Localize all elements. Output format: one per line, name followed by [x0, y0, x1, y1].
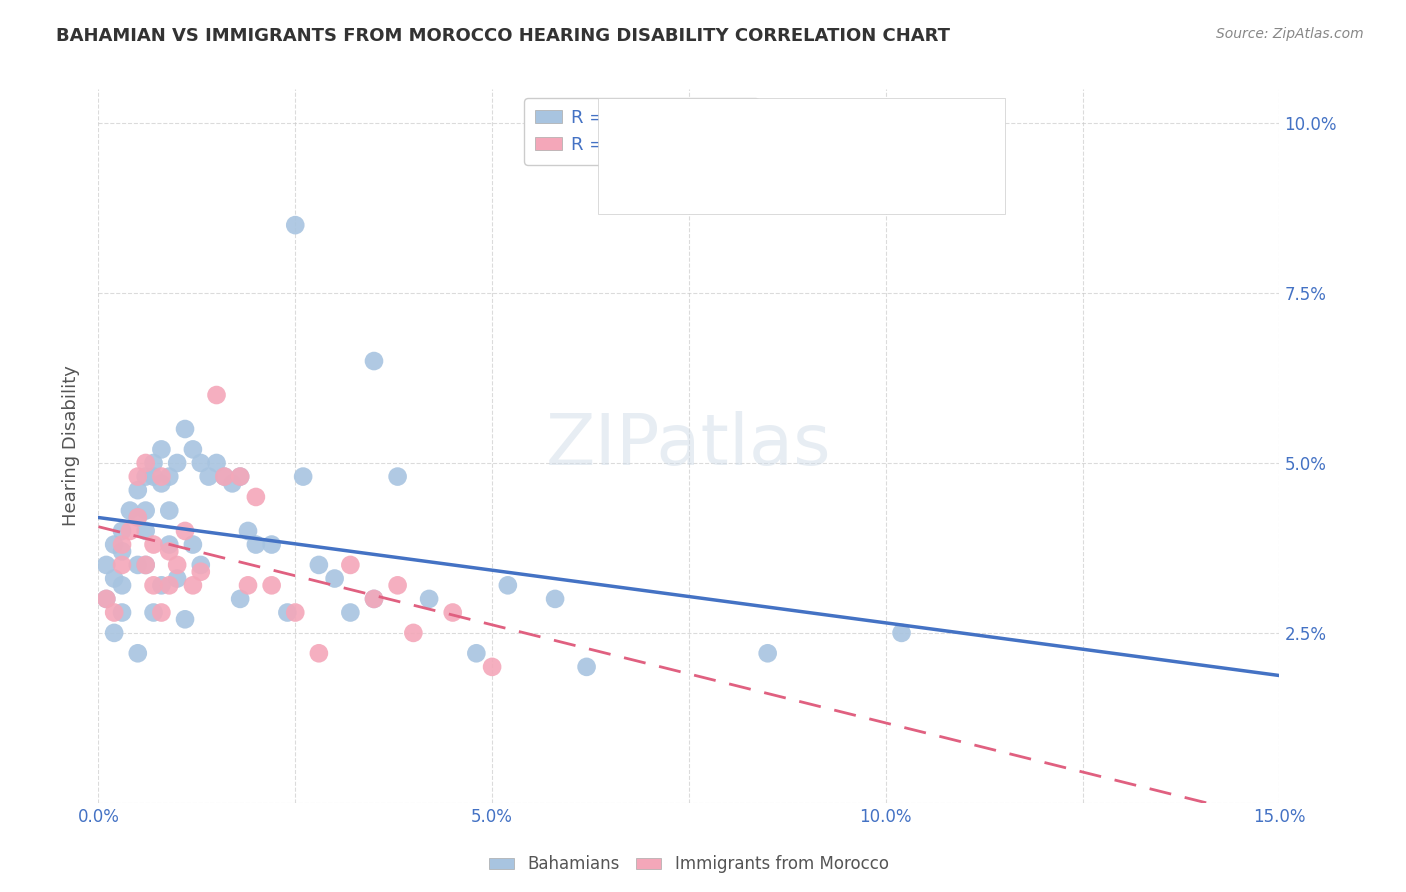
Point	[135, 456, 157, 470]
Point	[575, 660, 598, 674]
Point	[214, 469, 236, 483]
Point	[150, 469, 173, 483]
Point	[339, 558, 361, 572]
Point	[890, 626, 912, 640]
Point	[150, 476, 173, 491]
Point	[157, 469, 180, 483]
Point	[402, 626, 425, 640]
Point	[111, 578, 134, 592]
Point	[229, 469, 252, 483]
Point	[103, 572, 125, 586]
Point	[276, 606, 298, 620]
Point	[229, 469, 252, 483]
Point	[236, 524, 259, 538]
Point	[181, 537, 204, 551]
Point	[284, 218, 307, 232]
Point	[166, 572, 188, 586]
Point	[190, 565, 212, 579]
Point	[142, 456, 165, 470]
Y-axis label: Hearing Disability: Hearing Disability	[62, 366, 80, 526]
Point	[481, 660, 503, 674]
Point	[142, 537, 165, 551]
Point	[118, 524, 141, 538]
Point	[157, 578, 180, 592]
Point	[135, 558, 157, 572]
Point	[229, 591, 252, 606]
Point	[142, 606, 165, 620]
Legend: Bahamians, Immigrants from Morocco: Bahamians, Immigrants from Morocco	[482, 849, 896, 880]
Point	[96, 558, 118, 572]
Point	[127, 510, 149, 524]
Point	[135, 503, 157, 517]
Point	[111, 537, 134, 551]
Point	[157, 544, 180, 558]
Point	[418, 591, 440, 606]
Point	[103, 626, 125, 640]
Point	[111, 544, 134, 558]
Point	[174, 422, 197, 436]
Point	[135, 558, 157, 572]
Point	[150, 578, 173, 592]
Point	[127, 469, 149, 483]
Point	[111, 606, 134, 620]
Point	[135, 524, 157, 538]
Point	[308, 646, 330, 660]
Point	[127, 558, 149, 572]
Point	[197, 469, 219, 483]
Point	[181, 442, 204, 457]
Point	[157, 503, 180, 517]
Point	[756, 646, 779, 660]
Point	[111, 558, 134, 572]
Point	[465, 646, 488, 660]
Point	[260, 578, 283, 592]
Point	[323, 572, 346, 586]
Point	[496, 578, 519, 592]
Point	[221, 476, 243, 491]
Point	[363, 354, 385, 368]
Point	[96, 591, 118, 606]
Point	[157, 537, 180, 551]
Point	[190, 456, 212, 470]
Point	[441, 606, 464, 620]
Point	[284, 606, 307, 620]
Point	[96, 591, 118, 606]
Point	[544, 591, 567, 606]
Point	[127, 510, 149, 524]
Point	[181, 578, 204, 592]
Point	[142, 578, 165, 592]
Point	[118, 503, 141, 517]
Point	[245, 490, 267, 504]
Point	[174, 524, 197, 538]
Point	[205, 388, 228, 402]
Point	[308, 558, 330, 572]
Point	[245, 537, 267, 551]
Point	[236, 578, 259, 592]
Point	[363, 591, 385, 606]
Point	[135, 469, 157, 483]
Point	[166, 456, 188, 470]
Text: BAHAMIAN VS IMMIGRANTS FROM MOROCCO HEARING DISABILITY CORRELATION CHART: BAHAMIAN VS IMMIGRANTS FROM MOROCCO HEAR…	[56, 27, 950, 45]
Point	[127, 646, 149, 660]
Point	[174, 612, 197, 626]
Point	[111, 524, 134, 538]
Point	[103, 537, 125, 551]
Point	[142, 469, 165, 483]
Text: Source: ZipAtlas.com: Source: ZipAtlas.com	[1216, 27, 1364, 41]
Point	[150, 442, 173, 457]
Point	[387, 578, 409, 592]
Text: ZIPatlas: ZIPatlas	[546, 411, 832, 481]
Point	[292, 469, 315, 483]
Point	[387, 469, 409, 483]
Point	[166, 558, 188, 572]
Point	[205, 456, 228, 470]
Point	[339, 606, 361, 620]
Point	[214, 469, 236, 483]
Point	[127, 483, 149, 498]
Point	[190, 558, 212, 572]
Point	[103, 606, 125, 620]
Point	[363, 591, 385, 606]
Point	[150, 606, 173, 620]
Point	[260, 537, 283, 551]
